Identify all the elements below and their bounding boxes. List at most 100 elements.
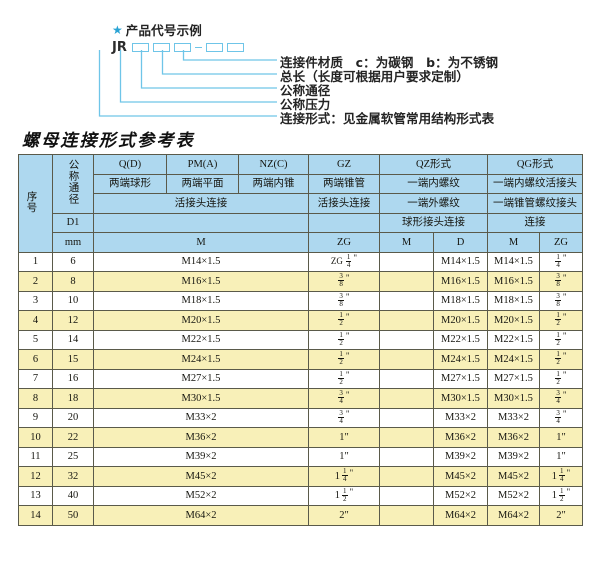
cell-gz-zg: 1 2 "	[308, 329, 380, 350]
cell-qg-zg: 1 2 "	[538, 349, 584, 370]
cell-qz-m	[379, 329, 434, 350]
cell-qz-m	[379, 271, 434, 292]
th-gz-desc: 两端锥管	[308, 173, 380, 194]
cell-qz-d: M24×1.5	[433, 349, 488, 370]
cell-seq: 12	[18, 466, 53, 487]
cell-qg-m: M14×1.5	[487, 251, 540, 272]
cell-m-group: M33×2	[93, 407, 309, 428]
cell-qg-zg: 1 4 "	[538, 251, 584, 272]
code-label-nominal-diameter: 公称通径	[280, 83, 331, 98]
cell-m-group: M22×1.5	[93, 329, 309, 350]
cell-qz-d: M30×1.5	[433, 388, 488, 409]
table-row: 11 25 M39×2 1" M39×2 M39×2 1"	[18, 446, 584, 467]
cell-qz-m	[379, 251, 434, 272]
table-row: 10 22 M36×2 1" M36×2 M36×2 1"	[18, 427, 584, 448]
cell-qg-zg: 1 1 4 "	[538, 466, 584, 487]
cell-qz-m	[379, 466, 434, 487]
cell-nominal-diameter: 18	[52, 388, 94, 409]
header-row-5: mm M ZG M D M ZG	[19, 232, 584, 253]
cell-qg-zg: 1 2 "	[538, 329, 584, 350]
cell-qg-zg: 1 1 2 "	[538, 485, 584, 506]
cell-m-group: M39×2	[93, 446, 309, 467]
table-row: 1 6 M14×1.5 ZG 1 4 " M14×1.5 M14×1.5 1 4 "	[18, 251, 584, 272]
cell-seq: 6	[18, 349, 53, 370]
cell-seq: 2	[18, 271, 53, 292]
header-row-3: 活接头连接 活接头连接 一端外螺纹 一端锥管螺纹接头	[19, 193, 584, 214]
code-box-1	[131, 43, 149, 52]
cell-nominal-diameter: 8	[52, 271, 94, 292]
th-gz-zg: ZG	[308, 232, 380, 253]
cell-qg-m: M20×1.5	[487, 310, 540, 331]
cell-m-group: M36×2	[93, 427, 309, 448]
th-nzc-desc: 两端内锥	[238, 173, 309, 194]
code-label-nominal-pressure: 公称压力	[280, 97, 331, 112]
cell-gz-zg: ZG 1 4 "	[308, 251, 380, 272]
cell-qz-m	[379, 407, 434, 428]
th-qg-desc2: 一端锥管螺纹接头	[486, 193, 584, 214]
cell-qg-m: M27×1.5	[487, 368, 540, 389]
cell-nominal-diameter: 40	[52, 485, 94, 506]
cell-qg-m: M30×1.5	[487, 388, 540, 409]
cell-gz-zg: 2"	[308, 505, 380, 526]
cell-nominal-diameter: 6	[52, 251, 94, 272]
cell-qz-m	[379, 368, 434, 389]
cell-m-group: M45×2	[93, 466, 309, 487]
cell-m-group: M64×2	[93, 505, 309, 526]
cell-qz-d: M20×1.5	[433, 310, 488, 331]
cell-m-group: M18×1.5	[93, 290, 309, 311]
cell-qz-m	[379, 310, 434, 331]
cell-seq: 8	[18, 388, 53, 409]
cell-gz-zg: 1 2 "	[308, 310, 380, 331]
cell-nominal-diameter: 16	[52, 368, 94, 389]
th-qz-d: D	[433, 232, 488, 253]
cell-gz-zg: 3 8 "	[308, 290, 380, 311]
cell-qz-d: M36×2	[433, 427, 488, 448]
code-box-4	[205, 43, 223, 52]
cell-qz-m	[379, 505, 434, 526]
table-row: 9 20 M33×2 3 4 " M33×2 M33×2 3 4 "	[18, 407, 584, 428]
th-qg-m: M	[487, 232, 540, 253]
cell-qz-m	[379, 427, 434, 448]
cell-qg-zg: 3 4 "	[538, 388, 584, 409]
th-qg-zg: ZG	[538, 232, 584, 253]
cell-seq: 1	[18, 251, 53, 272]
cell-m-group: M30×1.5	[93, 388, 309, 409]
cell-qg-zg: 1"	[538, 427, 584, 448]
cell-seq: 5	[18, 329, 53, 350]
cell-qg-zg: 3 4 "	[538, 407, 584, 428]
cell-m-group: M14×1.5	[93, 251, 309, 272]
cell-nominal-diameter: 50	[52, 505, 94, 526]
table-header: 序号 公称通径 Q(D) PM(A) NZ(C) GZ QZ形式 QG形式 两端…	[18, 154, 584, 253]
table-row: 3 10 M18×1.5 3 8 " M18×1.5 M18×1.5 3 8 "	[18, 290, 584, 311]
cell-seq: 3	[18, 290, 53, 311]
table-row: 6 15 M24×1.5 1 2 " M24×1.5 M24×1.5 1 2 "	[18, 349, 584, 370]
cell-qg-zg: 3 8 "	[538, 290, 584, 311]
cell-gz-zg: 1 2 "	[308, 368, 380, 389]
table-body: 1 6 M14×1.5 ZG 1 4 " M14×1.5 M14×1.5 1 4 " 2 8 M16×1.5…	[18, 251, 584, 526]
cell-qg-m: M52×2	[487, 485, 540, 506]
th-gz: GZ	[308, 154, 380, 175]
product-code-boxes-row: JR	[112, 40, 248, 55]
cell-nominal-diameter: 12	[52, 310, 94, 331]
cell-gz-zg: 1 2 "	[308, 349, 380, 370]
cell-qg-m: M36×2	[487, 427, 540, 448]
header-row-2: 两端球形 两端平面 两端内锥 两端锥管 一端内螺纹 一端内螺纹活接头	[19, 173, 584, 194]
table-row: 12 32 M45×2 1 1 4 " M45×2 M45×2 1 1 4 "	[18, 466, 584, 487]
cell-qz-d: M22×1.5	[433, 329, 488, 350]
cell-m-group: M24×1.5	[93, 349, 309, 370]
cell-nominal-diameter: 10	[52, 290, 94, 311]
cell-qz-m	[379, 388, 434, 409]
cell-qg-zg: 1 2 "	[538, 310, 584, 331]
cell-qz-d: M33×2	[433, 407, 488, 428]
th-blank-gz	[308, 212, 380, 233]
cell-qz-m	[379, 290, 434, 311]
cell-qg-m: M22×1.5	[487, 329, 540, 350]
th-union-connection: 活接头连接	[93, 193, 309, 214]
th-qz-desc1: 一端内螺纹	[379, 173, 488, 194]
th-qg: QG形式	[486, 154, 584, 175]
cell-qz-m	[379, 349, 434, 370]
th-qd: Q(D)	[93, 154, 167, 175]
table-row: 4 12 M20×1.5 1 2 " M20×1.5 M20×1.5 1 2 "	[18, 310, 584, 331]
cell-nominal-diameter: 20	[52, 407, 94, 428]
cell-qg-m: M45×2	[487, 466, 540, 487]
